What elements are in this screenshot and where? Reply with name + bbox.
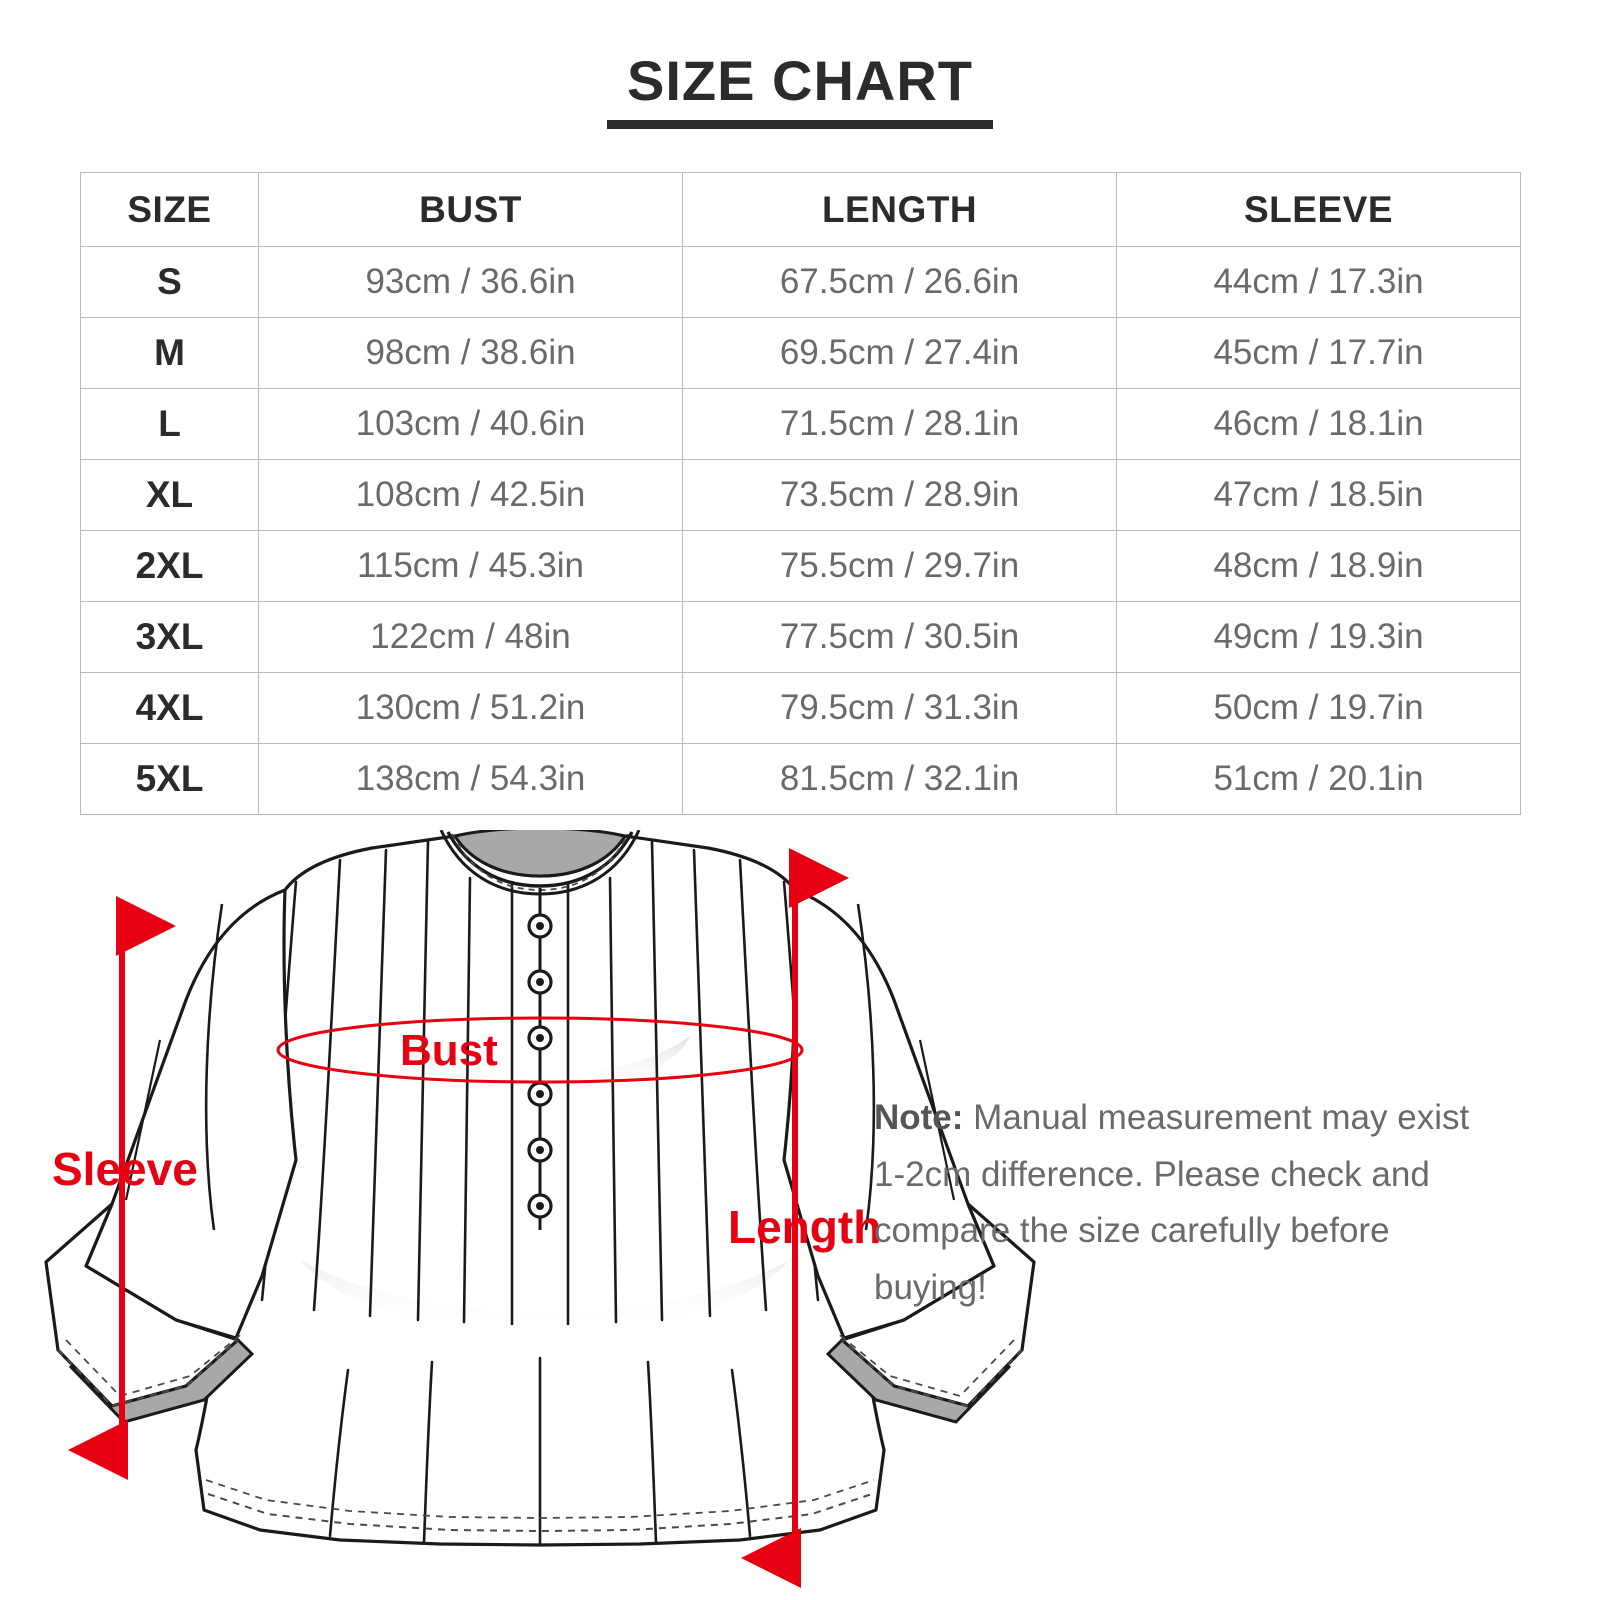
table-row: 4XL 130cm / 51.2in 79.5cm / 31.3in 50cm … <box>80 672 1521 744</box>
garment-illustration-area <box>0 830 1600 1600</box>
cell-length: 71.5cm / 28.1in <box>682 388 1117 460</box>
cell-bust: 98cm / 38.6in <box>258 317 683 389</box>
cell-bust: 103cm / 40.6in <box>258 388 683 460</box>
cell-length: 79.5cm / 31.3in <box>682 672 1117 744</box>
cell-bust: 115cm / 45.3in <box>258 530 683 602</box>
cell-length: 81.5cm / 32.1in <box>682 743 1117 815</box>
sleeve-annotation-label: Sleeve <box>52 1143 198 1195</box>
cell-sleeve: 51cm / 20.1in <box>1116 743 1521 815</box>
cell-size: L <box>80 388 259 460</box>
column-header-size: SIZE <box>80 172 259 247</box>
cell-length: 77.5cm / 30.5in <box>682 601 1117 673</box>
cell-sleeve: 48cm / 18.9in <box>1116 530 1521 602</box>
table-header-row: SIZE BUST LENGTH SLEEVE <box>80 172 1521 247</box>
cell-length: 67.5cm / 26.6in <box>682 246 1117 318</box>
cell-sleeve: 45cm / 17.7in <box>1116 317 1521 389</box>
table-row: 5XL 138cm / 54.3in 81.5cm / 32.1in 51cm … <box>80 743 1521 815</box>
button-placket <box>527 888 553 1230</box>
page-title: SIZE CHART <box>627 49 973 112</box>
note-block: Note: Manual measurement may exist 1-2cm… <box>874 1090 1494 1317</box>
cell-size: S <box>80 246 259 318</box>
table-row: M 98cm / 38.6in 69.5cm / 27.4in 45cm / 1… <box>80 317 1521 389</box>
cell-bust: 122cm / 48in <box>258 601 683 673</box>
note-label: Note: <box>874 1098 964 1137</box>
cell-length: 73.5cm / 28.9in <box>682 459 1117 531</box>
blouse-illustration <box>44 830 1036 1588</box>
length-annotation-label: Length <box>728 1201 882 1253</box>
cell-sleeve: 50cm / 19.7in <box>1116 672 1521 744</box>
table-row: 2XL 115cm / 45.3in 75.5cm / 29.7in 48cm … <box>80 530 1521 602</box>
cell-sleeve: 47cm / 18.5in <box>1116 459 1521 531</box>
column-header-bust: BUST <box>258 172 683 247</box>
cell-sleeve: 46cm / 18.1in <box>1116 388 1521 460</box>
cell-length: 69.5cm / 27.4in <box>682 317 1117 389</box>
cell-size: 5XL <box>80 743 259 815</box>
cell-sleeve: 49cm / 19.3in <box>1116 601 1521 673</box>
cell-bust: 93cm / 36.6in <box>258 246 683 318</box>
table-row: 3XL 122cm / 48in 77.5cm / 30.5in 49cm / … <box>80 601 1521 673</box>
cell-bust: 108cm / 42.5in <box>258 459 683 531</box>
cell-size: XL <box>80 459 259 531</box>
table-row: L 103cm / 40.6in 71.5cm / 28.1in 46cm / … <box>80 388 1521 460</box>
column-header-length: LENGTH <box>682 172 1117 247</box>
bust-annotation-label: Bust <box>400 1026 498 1075</box>
note-text: Manual measurement may exist 1-2cm diffe… <box>874 1098 1470 1308</box>
title-underline <box>607 119 993 129</box>
cell-bust: 130cm / 51.2in <box>258 672 683 744</box>
table-row: XL 108cm / 42.5in 73.5cm / 28.9in 47cm /… <box>80 459 1521 531</box>
placket-buttons <box>527 913 553 1219</box>
cell-length: 75.5cm / 29.7in <box>682 530 1117 602</box>
cell-size: 3XL <box>80 601 259 673</box>
cell-size: 4XL <box>80 672 259 744</box>
cell-size: 2XL <box>80 530 259 602</box>
cell-size: M <box>80 317 259 389</box>
cell-sleeve: 44cm / 17.3in <box>1116 246 1521 318</box>
size-chart-table: SIZE BUST LENGTH SLEEVE S 93cm / 36.6in … <box>80 172 1521 815</box>
title-block: SIZE CHART <box>0 49 1600 129</box>
table-row: S 93cm / 36.6in 67.5cm / 26.6in 44cm / 1… <box>80 246 1521 318</box>
cell-bust: 138cm / 54.3in <box>258 743 683 815</box>
column-header-sleeve: SLEEVE <box>1116 172 1521 247</box>
